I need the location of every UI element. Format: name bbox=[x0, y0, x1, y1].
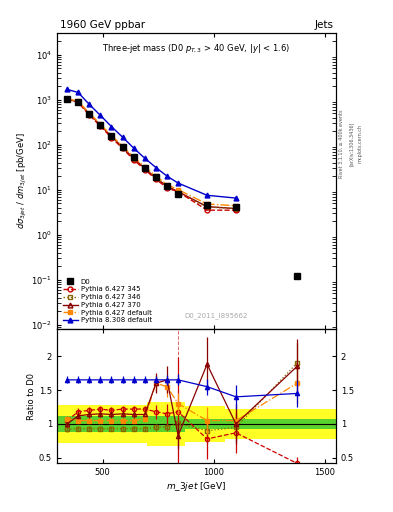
Pythia 6.427 default bbox=[142, 164, 147, 170]
Pythia 6.427 346 bbox=[109, 134, 114, 140]
Text: D0_2011_I895662: D0_2011_I895662 bbox=[184, 312, 248, 318]
Pythia 6.427 345 bbox=[176, 188, 180, 195]
Text: [arXiv:1306.3436]: [arXiv:1306.3436] bbox=[349, 121, 354, 165]
Pythia 6.427 default bbox=[76, 98, 81, 104]
Pythia 6.427 370 bbox=[154, 175, 158, 181]
Pythia 6.427 370 bbox=[131, 156, 136, 162]
Pythia 6.427 370 bbox=[120, 144, 125, 150]
Text: mcplots.cern.ch: mcplots.cern.ch bbox=[358, 124, 363, 163]
Legend: D0, Pythia 6.427 345, Pythia 6.427 346, Pythia 6.427 370, Pythia 6.427 default, : D0, Pythia 6.427 345, Pythia 6.427 346, … bbox=[61, 276, 154, 326]
Pythia 8.308 default bbox=[176, 180, 180, 186]
Text: 1960 GeV ppbar: 1960 GeV ppbar bbox=[60, 20, 145, 30]
Pythia 6.427 370 bbox=[76, 99, 81, 105]
Line: Pythia 6.427 370: Pythia 6.427 370 bbox=[64, 97, 239, 211]
Pythia 6.427 default bbox=[120, 143, 125, 149]
Pythia 6.427 346 bbox=[98, 122, 103, 129]
Pythia 8.308 default bbox=[233, 195, 238, 201]
Pythia 8.308 default bbox=[120, 134, 125, 140]
Line: Pythia 6.427 default: Pythia 6.427 default bbox=[64, 96, 239, 208]
Pythia 6.427 default bbox=[109, 133, 114, 139]
Pythia 6.427 346 bbox=[233, 205, 238, 211]
Pythia 6.427 346 bbox=[176, 190, 180, 196]
Pythia 6.427 default bbox=[98, 121, 103, 127]
Pythia 6.427 345 bbox=[76, 99, 81, 105]
Pythia 6.427 345 bbox=[109, 135, 114, 141]
Pythia 6.427 345 bbox=[87, 112, 92, 118]
Pythia 6.427 default bbox=[87, 110, 92, 116]
Y-axis label: Ratio to D0: Ratio to D0 bbox=[27, 373, 36, 420]
Pythia 6.427 346 bbox=[165, 184, 169, 190]
Pythia 6.427 default bbox=[205, 201, 209, 207]
Line: Pythia 6.427 345: Pythia 6.427 345 bbox=[64, 96, 239, 212]
Pythia 6.427 370 bbox=[87, 111, 92, 117]
Pythia 6.427 370 bbox=[205, 204, 209, 210]
Pythia 6.427 346 bbox=[205, 204, 209, 210]
Pythia 6.427 default bbox=[64, 96, 69, 102]
Pythia 8.308 default bbox=[205, 192, 209, 198]
Pythia 6.427 345 bbox=[233, 207, 238, 214]
Pythia 6.427 370 bbox=[98, 122, 103, 128]
Pythia 6.427 346 bbox=[76, 99, 81, 105]
Pythia 6.427 345 bbox=[154, 176, 158, 182]
X-axis label: $m\_3jet$ [GeV]: $m\_3jet$ [GeV] bbox=[166, 480, 227, 493]
Pythia 6.427 default bbox=[154, 173, 158, 179]
Pythia 8.308 default bbox=[76, 90, 81, 96]
Y-axis label: $d\sigma_{3jet}$ / $dm_{3jet}$ [pb/GeV]: $d\sigma_{3jet}$ / $dm_{3jet}$ [pb/GeV] bbox=[15, 133, 29, 229]
Pythia 8.308 default bbox=[87, 101, 92, 108]
Pythia 8.308 default bbox=[98, 112, 103, 118]
Pythia 6.427 default bbox=[233, 203, 238, 209]
Pythia 6.427 346 bbox=[120, 144, 125, 151]
Pythia 6.427 346 bbox=[142, 166, 147, 172]
Pythia 8.308 default bbox=[131, 145, 136, 151]
Pythia 6.427 370 bbox=[109, 134, 114, 140]
Text: Jets: Jets bbox=[314, 20, 333, 30]
Pythia 6.427 345 bbox=[165, 185, 169, 191]
Pythia 8.308 default bbox=[165, 173, 169, 179]
Pythia 6.427 346 bbox=[131, 156, 136, 162]
Pythia 6.427 370 bbox=[142, 165, 147, 172]
Pythia 6.427 345 bbox=[120, 145, 125, 152]
Pythia 6.427 345 bbox=[98, 123, 103, 129]
Pythia 8.308 default bbox=[154, 164, 158, 170]
Text: Three-jet mass (D0 $p_{T,3}$ > 40 GeV, $|y|$ < 1.6): Three-jet mass (D0 $p_{T,3}$ > 40 GeV, $… bbox=[103, 42, 290, 55]
Pythia 6.427 345 bbox=[142, 166, 147, 173]
Pythia 8.308 default bbox=[64, 87, 69, 93]
Pythia 6.427 370 bbox=[64, 96, 69, 102]
Pythia 6.427 default bbox=[176, 186, 180, 193]
Pythia 6.427 default bbox=[131, 154, 136, 160]
Pythia 6.427 370 bbox=[176, 188, 180, 195]
Pythia 6.427 default bbox=[165, 181, 169, 187]
Pythia 6.427 370 bbox=[165, 183, 169, 189]
Text: Rivet 3.1.10, ≥ 400k events: Rivet 3.1.10, ≥ 400k events bbox=[339, 109, 344, 178]
Line: Pythia 6.427 346: Pythia 6.427 346 bbox=[64, 97, 239, 211]
Pythia 6.427 370 bbox=[233, 205, 238, 211]
Pythia 6.427 345 bbox=[205, 207, 209, 214]
Pythia 6.427 346 bbox=[154, 175, 158, 181]
Pythia 6.427 346 bbox=[87, 111, 92, 117]
Pythia 6.427 345 bbox=[64, 96, 69, 102]
Pythia 8.308 default bbox=[109, 123, 114, 130]
Pythia 6.427 345 bbox=[131, 157, 136, 163]
Line: Pythia 8.308 default: Pythia 8.308 default bbox=[64, 87, 239, 201]
Pythia 8.308 default bbox=[142, 155, 147, 161]
Pythia 6.427 346 bbox=[64, 96, 69, 102]
